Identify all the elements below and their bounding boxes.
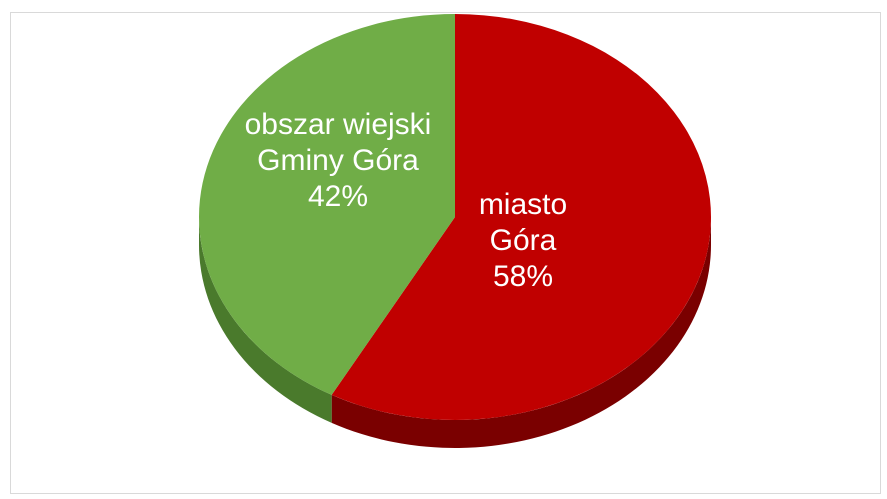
slice-label-line: miasto <box>479 188 567 221</box>
pie-side-miasto <box>331 217 711 449</box>
slice-percent: 58% <box>493 260 553 293</box>
slice-percent: 42% <box>308 180 368 213</box>
slice-label-line: Gminy Góra <box>257 144 419 177</box>
pie-slice-miasto <box>331 14 711 420</box>
pie-slices <box>198 14 711 420</box>
pie-slice-obszar-wiejski <box>198 14 455 395</box>
slice-label-line: obszar wiejski <box>245 108 432 141</box>
pie-depth <box>199 217 711 449</box>
pie-side-obszar-wiejski <box>199 217 332 423</box>
slice-label-obszar-wiejski: obszar wiejski Gminy Góra 42% <box>245 108 432 213</box>
slice-label-miasto: miasto Góra 58% <box>479 188 567 293</box>
slice-labels: miasto Góra 58% obszar wiejski Gminy Góra 42% <box>245 108 568 293</box>
slice-label-line: Góra <box>490 224 557 257</box>
